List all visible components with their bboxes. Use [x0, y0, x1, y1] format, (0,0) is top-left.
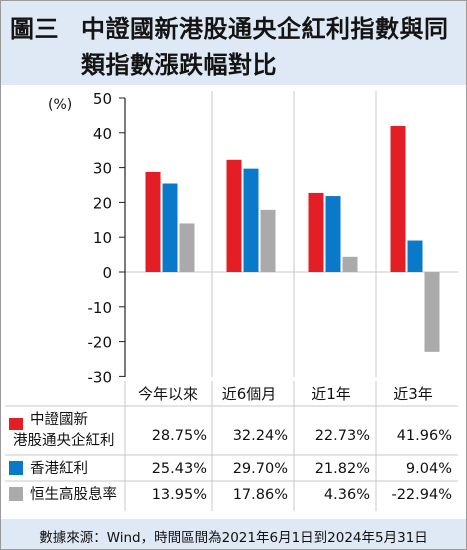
bar [342, 256, 358, 272]
data-value: 29.70% [233, 461, 288, 477]
data-value: 41.96% [397, 428, 452, 444]
footer-bar [1, 519, 466, 549]
y-tick-label: -10 [88, 299, 113, 317]
legend-label: 恒生高股息率 [30, 486, 117, 503]
legend-swatch [9, 461, 23, 475]
data-value: 13.95% [152, 487, 207, 503]
data-value: 25.43% [152, 461, 207, 477]
category-label: 近6個月 [222, 385, 277, 403]
legend-label: 香港紅利 [30, 460, 88, 477]
data-value: 9.04% [406, 461, 452, 477]
bar [260, 209, 276, 272]
y-tick-label: 10 [93, 229, 112, 247]
chart-title-line1: 中證國新港股通央企紅利指數與同 [81, 14, 449, 43]
bar [179, 223, 195, 272]
bar [407, 240, 423, 272]
bar [308, 192, 324, 272]
y-tick-label: -20 [88, 334, 113, 352]
bar [145, 171, 161, 272]
data-value: 22.73% [315, 428, 370, 444]
data-value: 17.86% [233, 487, 288, 503]
y-tick-label: 20 [93, 194, 112, 212]
legend-swatch [9, 418, 23, 430]
legend-label: 港股通央企紅利 [13, 431, 115, 449]
title-box [1, 1, 466, 85]
category-label: 近3年 [393, 385, 433, 403]
data-value: -22.94% [391, 487, 452, 503]
data-value: 32.24% [233, 428, 288, 444]
bar [243, 168, 259, 272]
bar [424, 272, 440, 352]
y-tick-label: 0 [102, 264, 112, 282]
data-value: 4.36% [324, 487, 370, 503]
bar [226, 159, 242, 272]
y-tick-label: -30 [88, 368, 113, 386]
legend-swatch [9, 487, 23, 501]
source-note: 數據來源：Wind，時間區間為2021年6月1日到2024年5月31日 [39, 530, 428, 546]
legend-label: 中證國新 [30, 411, 88, 428]
chart-title-line2: 類指數漲跌幅對比 [81, 50, 277, 79]
y-axis-unit: (%) [48, 97, 72, 113]
y-tick-label: 30 [93, 160, 112, 178]
y-tick-label: 50 [93, 90, 112, 108]
bar-chart: 50 40 30 20 10 0 -10 -20 -30 (%) 今年以來 近6個月 近1年 近3年中證… [5, 90, 458, 511]
category-label: 今年以來 [138, 385, 198, 403]
y-tick-label: 40 [93, 125, 112, 143]
data-value: 21.82% [315, 461, 370, 477]
bar [162, 183, 178, 272]
data-value: 28.75% [152, 428, 207, 444]
bar [325, 196, 341, 272]
category-label: 近1年 [311, 385, 351, 403]
figure-number: 圖三 [10, 14, 59, 43]
bar [390, 125, 406, 272]
